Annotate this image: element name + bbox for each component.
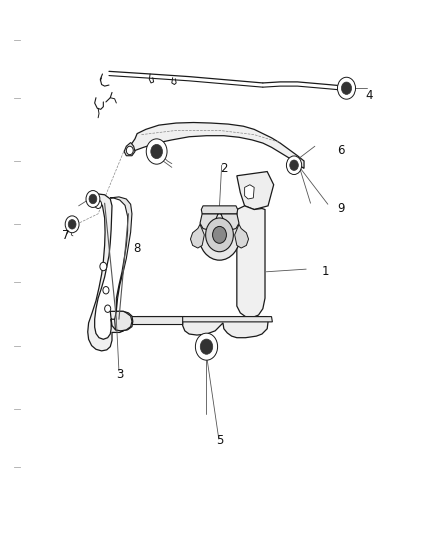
- Polygon shape: [125, 317, 182, 325]
- Polygon shape: [288, 157, 299, 171]
- Polygon shape: [131, 123, 304, 168]
- Circle shape: [68, 220, 76, 229]
- Circle shape: [146, 139, 167, 164]
- Circle shape: [104, 305, 110, 312]
- Polygon shape: [190, 224, 204, 248]
- Text: 6: 6: [336, 144, 344, 157]
- Circle shape: [341, 82, 351, 94]
- Circle shape: [212, 227, 226, 243]
- Circle shape: [86, 191, 99, 207]
- Polygon shape: [110, 197, 132, 331]
- Polygon shape: [236, 172, 273, 209]
- Polygon shape: [132, 317, 272, 322]
- Circle shape: [289, 160, 298, 171]
- Circle shape: [286, 156, 301, 174]
- Circle shape: [102, 287, 109, 294]
- Text: 7: 7: [62, 229, 69, 243]
- Text: 5: 5: [215, 434, 223, 447]
- Circle shape: [337, 77, 355, 99]
- Circle shape: [89, 194, 97, 204]
- Polygon shape: [201, 206, 237, 214]
- Polygon shape: [244, 185, 254, 199]
- Circle shape: [198, 209, 240, 260]
- Text: 9: 9: [336, 202, 344, 215]
- Circle shape: [99, 262, 106, 271]
- Circle shape: [195, 333, 217, 360]
- Polygon shape: [124, 142, 134, 156]
- Circle shape: [65, 216, 79, 233]
- Text: 2: 2: [219, 163, 227, 175]
- Circle shape: [205, 218, 233, 252]
- Polygon shape: [87, 193, 133, 351]
- Text: 8: 8: [133, 241, 141, 255]
- Polygon shape: [234, 224, 248, 248]
- Text: 3: 3: [116, 368, 123, 381]
- Polygon shape: [137, 317, 268, 338]
- Circle shape: [95, 200, 101, 208]
- Circle shape: [200, 339, 212, 354]
- Text: 1: 1: [321, 265, 328, 278]
- Text: 4: 4: [364, 88, 372, 102]
- Polygon shape: [236, 206, 265, 318]
- Circle shape: [126, 146, 133, 155]
- Circle shape: [151, 144, 162, 159]
- Polygon shape: [200, 211, 238, 231]
